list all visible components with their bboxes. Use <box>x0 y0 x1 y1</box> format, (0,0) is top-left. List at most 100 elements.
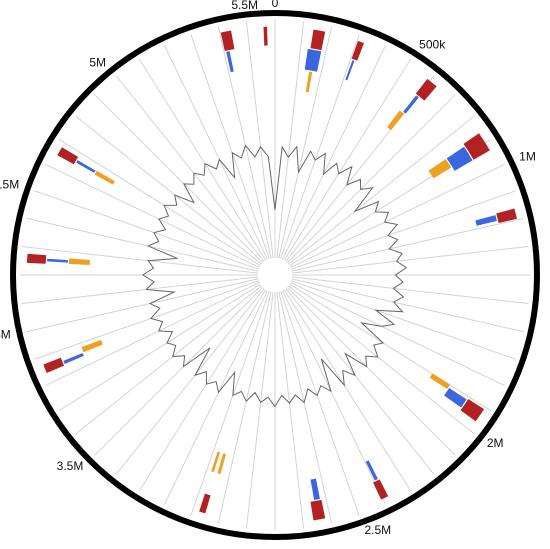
feature <box>444 388 467 408</box>
feature <box>263 26 268 46</box>
tick-label: 2M <box>487 436 504 450</box>
tick-label: 3.5M <box>57 459 84 473</box>
grid-line <box>278 292 333 524</box>
feature <box>365 460 378 481</box>
feature <box>94 170 115 185</box>
grid-line <box>34 190 259 270</box>
tick-label: 4M <box>0 327 11 341</box>
tick-label: 5.5M <box>231 0 258 12</box>
grid-line <box>58 138 261 266</box>
feature <box>475 215 497 226</box>
grid-line <box>278 26 333 258</box>
feature <box>429 373 450 390</box>
feature <box>310 29 326 51</box>
grid-line <box>45 163 259 268</box>
tick-label: 1M <box>519 150 536 164</box>
feature <box>428 159 452 179</box>
grid-line <box>138 58 266 261</box>
grid-line <box>285 288 435 475</box>
feature <box>63 352 84 364</box>
grid-line <box>34 280 259 360</box>
feature <box>76 160 96 173</box>
grid-line <box>288 285 475 435</box>
grid-line <box>291 280 516 360</box>
grid-line <box>26 278 258 333</box>
feature <box>421 84 437 101</box>
feature <box>68 258 91 265</box>
grid-line <box>21 276 258 305</box>
tick-label: 2.5M <box>365 523 392 537</box>
tick-label: 500k <box>419 38 446 52</box>
grid-line <box>276 21 305 258</box>
feature <box>43 357 65 373</box>
grid-line <box>163 45 268 259</box>
feature <box>211 451 221 473</box>
feature <box>403 95 419 114</box>
grid-line <box>282 291 387 505</box>
grid-line <box>282 45 387 259</box>
feature <box>199 493 211 514</box>
grid-line <box>287 94 456 263</box>
tick-label: 5M <box>89 55 106 69</box>
feature <box>81 339 103 353</box>
grid-line <box>284 289 412 492</box>
inner-circle <box>256 256 294 294</box>
grid-line <box>291 190 516 270</box>
feature <box>217 453 227 475</box>
grid-line <box>115 75 265 262</box>
tick-label: 4.5M <box>0 178 19 192</box>
feature <box>305 71 313 93</box>
grid-line <box>26 217 258 272</box>
grid-line <box>94 287 263 456</box>
grid-line <box>75 115 262 265</box>
feature <box>463 133 490 160</box>
feature <box>387 110 405 131</box>
grid-line <box>280 291 360 516</box>
gc-line <box>141 144 408 408</box>
grid-line <box>58 284 261 412</box>
grid-line <box>280 34 360 259</box>
grid-line <box>245 292 274 529</box>
feature <box>351 40 364 61</box>
outer-ring <box>10 10 540 540</box>
grid-line <box>287 287 456 456</box>
grid-line <box>190 34 270 259</box>
grid-line <box>217 26 272 258</box>
feature <box>220 30 235 51</box>
feature <box>373 479 389 500</box>
grid-line <box>75 285 262 435</box>
grid-line <box>163 291 268 505</box>
feature <box>26 253 47 264</box>
grid-line <box>292 217 524 272</box>
feature <box>226 51 234 73</box>
grid-line <box>245 21 274 258</box>
feature <box>310 478 320 501</box>
feature <box>304 48 322 72</box>
grid-line <box>284 58 412 261</box>
grid-line <box>288 115 475 265</box>
grid-line <box>292 245 529 274</box>
grid-line <box>292 278 524 333</box>
feature <box>345 60 355 81</box>
grid-line <box>45 282 259 387</box>
feature <box>460 398 485 422</box>
grid-line <box>291 163 505 268</box>
grid-line <box>190 291 270 516</box>
grid-line <box>289 284 492 412</box>
grid-line <box>21 245 258 274</box>
tick-label: 0 <box>272 0 279 10</box>
grid-line <box>138 289 266 492</box>
feature <box>57 147 79 165</box>
grid-line <box>291 282 505 387</box>
feature <box>496 208 517 224</box>
grid-line <box>94 94 263 263</box>
feature <box>47 258 68 263</box>
feature <box>310 499 326 521</box>
grid-line <box>276 292 305 529</box>
feature <box>446 146 473 171</box>
grid-line <box>292 276 529 305</box>
grid-line <box>217 292 272 524</box>
grid-line <box>115 288 265 475</box>
